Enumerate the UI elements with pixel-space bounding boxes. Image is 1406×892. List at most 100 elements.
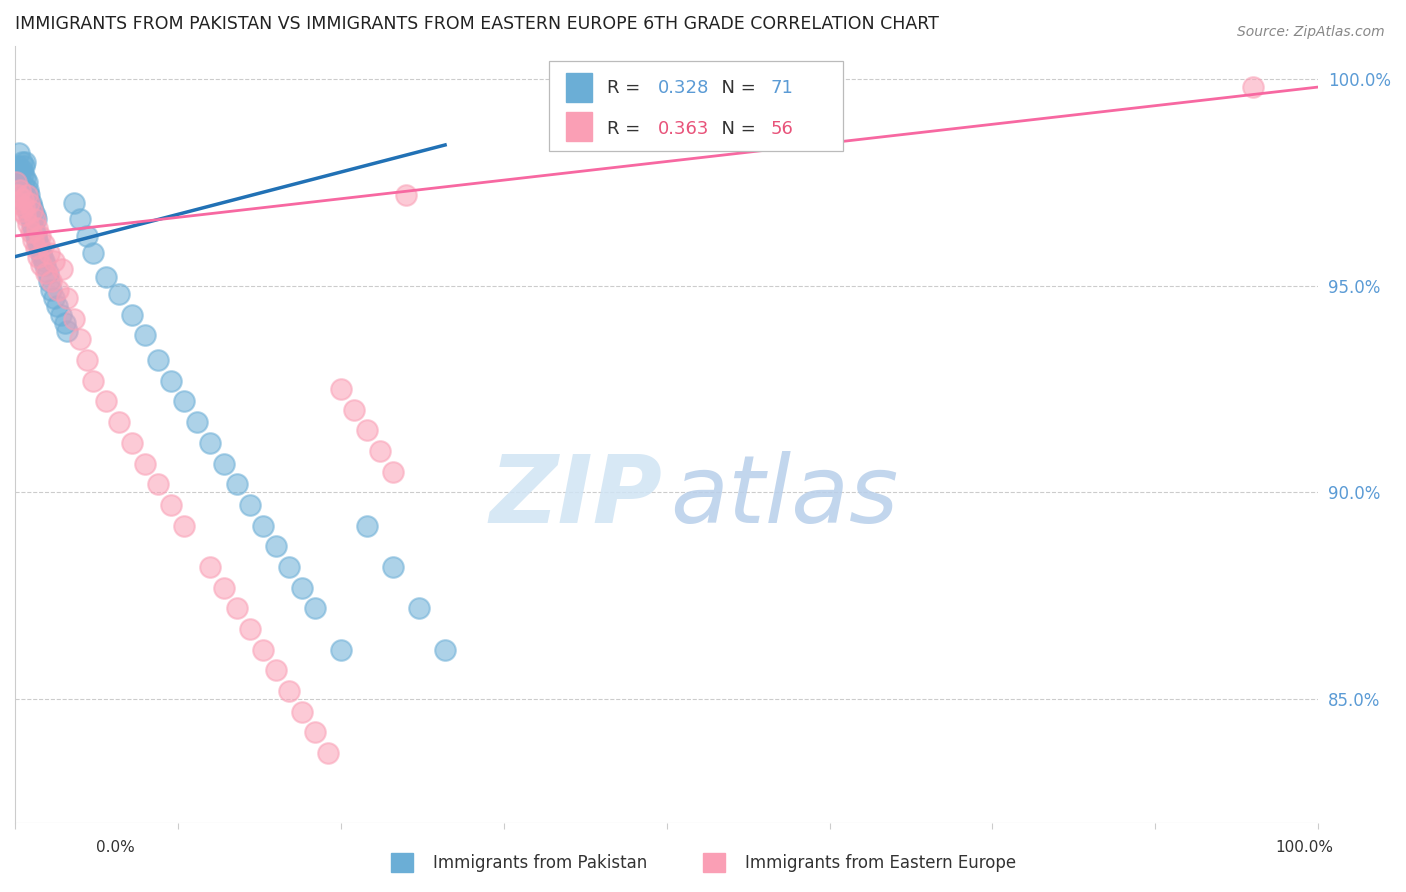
Text: 0.328: 0.328 <box>658 78 709 96</box>
Point <box>160 374 183 388</box>
Point <box>173 394 195 409</box>
Point <box>82 374 104 388</box>
Point <box>30 245 52 260</box>
Point <box>24 208 46 222</box>
Point <box>20 195 42 210</box>
Text: atlas: atlas <box>671 451 898 542</box>
Point <box>20 212 42 227</box>
Point <box>356 518 378 533</box>
Point <box>11 187 34 202</box>
Point <box>173 518 195 533</box>
Point <box>42 253 65 268</box>
Point <box>24 225 46 239</box>
Point <box>14 208 37 222</box>
Point <box>22 233 45 247</box>
Text: N =: N = <box>710 120 761 138</box>
Point <box>408 601 430 615</box>
Point <box>291 705 314 719</box>
Point <box>24 241 46 255</box>
Text: N =: N = <box>710 78 761 96</box>
Point <box>8 192 31 206</box>
Point <box>121 308 143 322</box>
Point <box>17 192 39 206</box>
Point <box>212 581 235 595</box>
Bar <box>550 62 842 151</box>
Point <box>14 171 37 186</box>
Point <box>329 642 352 657</box>
Point <box>69 212 91 227</box>
Point <box>34 258 56 272</box>
Point <box>21 200 44 214</box>
Point <box>7 146 30 161</box>
Point <box>148 353 170 368</box>
Point <box>15 187 38 202</box>
Point <box>291 581 314 595</box>
Point <box>186 415 208 429</box>
Point <box>24 212 46 227</box>
Point <box>62 311 84 326</box>
Point <box>252 518 274 533</box>
Text: R =: R = <box>606 78 645 96</box>
Point <box>200 560 222 574</box>
Point <box>252 642 274 657</box>
Point <box>27 237 49 252</box>
Point <box>25 233 48 247</box>
Point <box>22 220 45 235</box>
Point <box>134 328 156 343</box>
Point <box>10 154 32 169</box>
Point <box>8 175 31 189</box>
Point <box>148 477 170 491</box>
Point <box>304 601 326 615</box>
Point <box>28 229 51 244</box>
Point <box>11 167 34 181</box>
Point <box>15 200 38 214</box>
Point <box>304 725 326 739</box>
Point <box>24 229 46 244</box>
Text: 0.0%: 0.0% <box>96 840 135 855</box>
Point <box>6 175 28 189</box>
Point <box>32 237 55 252</box>
Point <box>41 283 63 297</box>
Point <box>96 394 118 409</box>
Point <box>1241 80 1264 95</box>
Text: 71: 71 <box>770 78 794 96</box>
Point <box>76 353 98 368</box>
Text: 56: 56 <box>770 120 794 138</box>
Point <box>239 622 262 636</box>
Point <box>212 457 235 471</box>
Point <box>14 154 37 169</box>
Bar <box>567 112 592 141</box>
Point <box>69 333 91 347</box>
Point <box>62 195 84 210</box>
Point <box>18 208 41 222</box>
Point <box>18 195 41 210</box>
Point <box>25 220 48 235</box>
Point <box>17 184 39 198</box>
Point <box>14 195 37 210</box>
Point <box>28 241 51 255</box>
Point <box>7 195 30 210</box>
Point <box>277 684 299 698</box>
Point <box>108 286 131 301</box>
Point <box>56 324 79 338</box>
Point <box>21 204 44 219</box>
Point <box>264 539 287 553</box>
Point <box>46 283 69 297</box>
Point <box>13 159 35 173</box>
Point <box>13 200 35 214</box>
Text: R =: R = <box>606 120 645 138</box>
Point <box>7 187 30 202</box>
Point <box>37 266 59 280</box>
Point <box>381 465 404 479</box>
Point <box>434 642 457 657</box>
Bar <box>703 853 725 872</box>
Text: IMMIGRANTS FROM PAKISTAN VS IMMIGRANTS FROM EASTERN EUROPE 6TH GRADE CORRELATION: IMMIGRANTS FROM PAKISTAN VS IMMIGRANTS F… <box>15 15 939 33</box>
Point <box>22 204 45 219</box>
Point <box>329 382 352 396</box>
Text: 0.363: 0.363 <box>658 120 709 138</box>
Point <box>24 212 46 227</box>
Point <box>264 664 287 678</box>
Point <box>316 746 339 760</box>
Point <box>30 258 52 272</box>
Point <box>381 560 404 574</box>
